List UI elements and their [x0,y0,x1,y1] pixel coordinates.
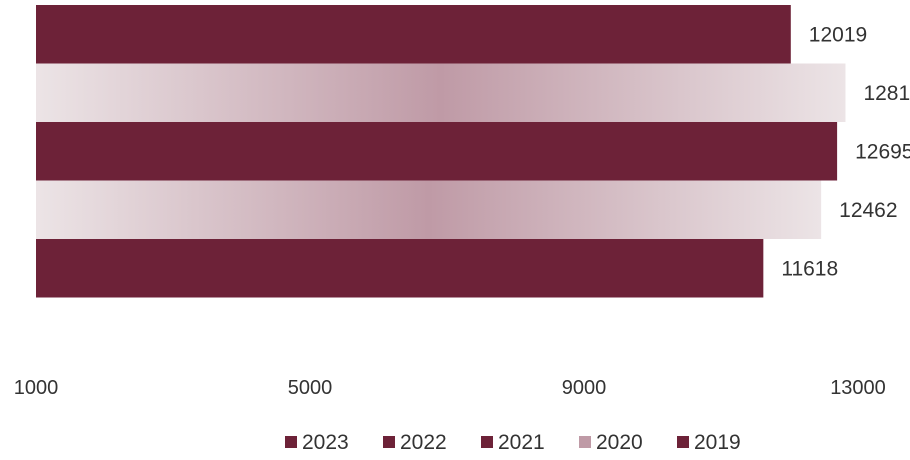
data-label-2022: 12817 [863,82,910,105]
x-tick-label: 13000 [830,377,886,399]
bar-2020 [36,180,822,239]
data-label-2020: 12462 [839,199,897,222]
bar-2023 [36,5,791,64]
legend-label-2023: 2023 [302,431,349,454]
data-labels-group: 12019 12817 12695 12462 11618 [781,23,910,280]
legend-label-2020: 2020 [596,431,643,454]
data-label-2021: 12695 [855,140,910,163]
x-tick-label: 1000 [14,377,59,399]
x-axis-ticks: 1000 5000 9000 13000 [14,377,886,399]
x-tick-label: 9000 [562,377,607,399]
bars-group [36,5,846,298]
legend-swatch-2023 [285,436,297,448]
bar-2021 [36,122,838,181]
legend: 2023 2022 2021 2020 2019 [285,431,741,454]
x-tick-label: 5000 [288,377,333,399]
legend-swatch-2021 [481,436,493,448]
legend-swatch-2020 [579,436,591,448]
data-label-2023: 12019 [809,23,867,46]
bar-2019 [36,239,764,298]
data-label-2019: 11618 [781,257,838,280]
legend-swatch-2022 [383,436,395,448]
legend-label-2019: 2019 [694,431,741,454]
legend-label-2022: 2022 [400,431,447,454]
bar-2022 [36,63,846,122]
legend-label-2021: 2021 [498,431,545,454]
legend-swatch-2019 [677,436,689,448]
